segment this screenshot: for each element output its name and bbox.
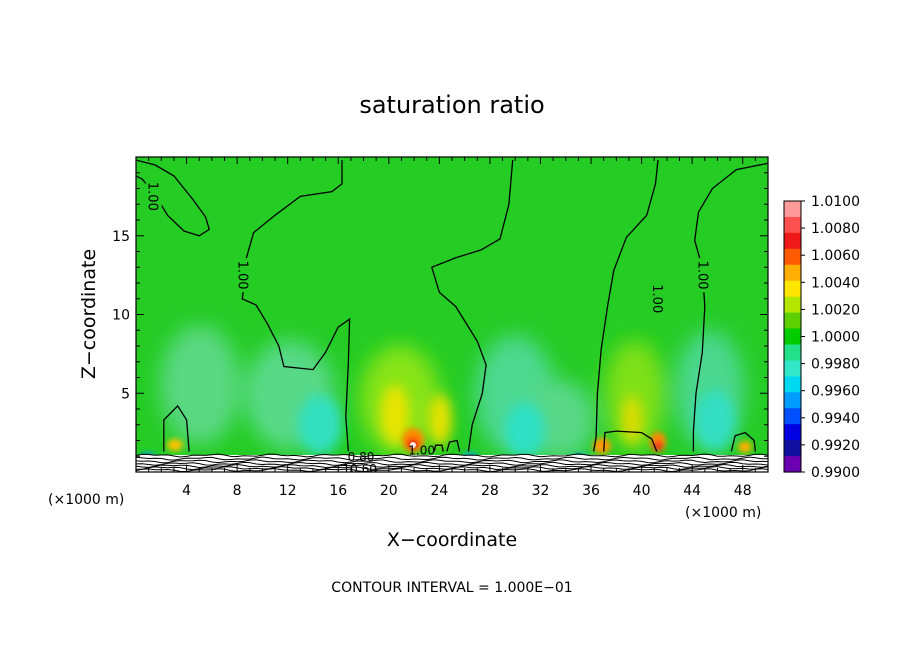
chart-title: saturation ratio: [359, 91, 544, 119]
colorbar-swatch: [784, 456, 801, 473]
colorbar-label: 1.0060: [811, 248, 860, 264]
colorbar-swatch: [784, 201, 801, 218]
colorbar-swatch: [784, 264, 801, 282]
field-blob-orange-5: [167, 439, 183, 451]
x-tick-label: 36: [582, 483, 600, 499]
colorbar-swatch: [784, 344, 801, 362]
colorbar-swatch: [784, 216, 801, 234]
field-blob-yellow-3: [622, 396, 642, 444]
contour-line: [433, 444, 444, 452]
y-axis: 5 10 15: [112, 172, 768, 457]
field-blob-yellow-1: [381, 385, 409, 445]
colorbar-swatch: [784, 424, 801, 441]
surface-contour-label: 1.00: [408, 444, 435, 458]
colorbar-swatch: [784, 376, 801, 393]
field-blob-yellow-2: [428, 394, 452, 446]
field-blob-cyan-3: [695, 390, 735, 450]
contour-label-gap: [235, 258, 252, 293]
x-axis-unit-right: (×1000 m): [685, 505, 761, 521]
colorbar-label: 1.0020: [811, 302, 860, 318]
colorbar-label: 0.9920: [811, 438, 860, 454]
contour-label-gap: [145, 179, 162, 214]
surface-contour-line: [136, 463, 768, 469]
x-tick-label: 8: [233, 483, 242, 499]
contour-line: [431, 160, 514, 452]
field-blob-warm-2: [605, 340, 665, 450]
contour-label-gap: [695, 258, 712, 293]
colorbar-label: 1.0040: [811, 275, 860, 291]
surface-contour-line: [136, 461, 768, 466]
x-tick-label: 4: [182, 483, 191, 499]
surface-contour-line: [136, 453, 768, 458]
field-blob-lower-1: [160, 325, 240, 445]
y-tick-label: 10: [112, 308, 130, 324]
contour-label: 1.00: [695, 261, 710, 290]
colorbar-swatch: [784, 408, 801, 425]
field-blob-cyan-1: [298, 395, 342, 455]
contour-label: 1.00: [145, 182, 160, 211]
colorbar-label: 0.9960: [811, 384, 860, 400]
contour-line: [592, 160, 659, 452]
contour-label: 1.00: [234, 261, 249, 290]
contour-line: [603, 430, 658, 452]
colorbar-swatch: [784, 312, 801, 330]
x-tick-label: 24: [430, 483, 448, 499]
colorbar-label: 1.0080: [811, 221, 860, 237]
x-tick-label: 20: [380, 483, 398, 499]
colorbar-label: 0.9940: [811, 411, 860, 427]
colorbar-swatch: [784, 360, 801, 377]
colorbar-label: 0.9980: [811, 357, 860, 373]
x-tick-label: 48: [734, 483, 752, 499]
y-tick-label: 15: [112, 229, 130, 245]
colorbar-swatch: [784, 328, 801, 346]
x-tick-label: 28: [481, 483, 499, 499]
x-tick-label: 16: [329, 483, 347, 499]
contour-label: 1.00: [649, 284, 664, 313]
x-tick-label: 12: [279, 483, 297, 499]
contour-line: [730, 431, 757, 452]
colorbar-swatch: [784, 296, 801, 314]
colorbar-swatch: [784, 392, 801, 409]
contour-line: [446, 439, 461, 452]
colorbar-label: 0.9900: [811, 465, 860, 481]
contour-label-gap: [650, 281, 667, 316]
contour-line: [163, 404, 190, 452]
colorbar-swatch: [784, 248, 801, 266]
x-tick-label: 32: [532, 483, 550, 499]
field-blob-orange-2: [593, 438, 611, 454]
colorbar-label: 1.0000: [811, 330, 860, 346]
y-tick-label: 5: [121, 386, 130, 402]
surface-contour-line: [136, 456, 768, 461]
surface-contour-line: [136, 459, 768, 464]
surface-contour-label: 10.60: [343, 462, 377, 476]
field-background: [136, 157, 768, 472]
field-peak-white: [410, 442, 416, 448]
x-axis-label: X−coordinate: [387, 529, 517, 551]
surface-contour-label: 0.80: [348, 450, 375, 464]
contour-lines: [136, 159, 768, 452]
contour-line: [241, 160, 351, 452]
x-axis: 4 8 12 16 20 24 28 32 36 40 44 48: [148, 157, 756, 499]
x-tick-label: 44: [683, 483, 701, 499]
x-tick-label: 40: [633, 483, 651, 499]
colorbar: 1.0100 1.0080 1.0060 1.0040 1.0020 1.0000 0.99…: [783, 194, 860, 481]
contour-interval-note: CONTOUR INTERVAL = 1.000E−01: [331, 580, 572, 596]
field-blob-cyan-2: [505, 402, 545, 458]
colorbar-swatch: [784, 232, 801, 250]
y-axis-label: Z−coordinate: [78, 249, 100, 379]
colorbar-swatch: [784, 280, 801, 298]
x-axis-unit-left: (×1000 m): [48, 492, 124, 508]
field-blob-orange-4: [738, 441, 752, 453]
colorbar-label: 1.0100: [811, 194, 860, 210]
colorbar-swatch: [784, 440, 801, 457]
